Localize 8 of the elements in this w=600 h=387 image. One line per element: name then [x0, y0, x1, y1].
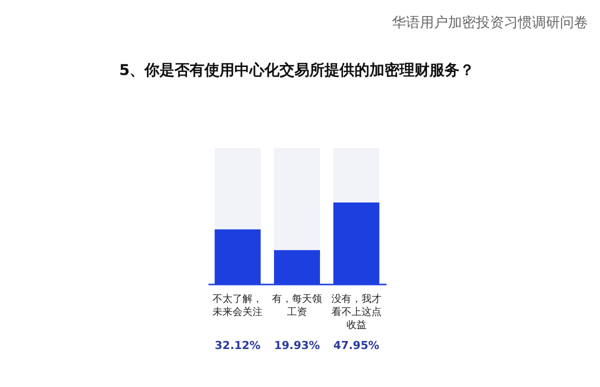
- x-tick-label: 有，每天领工资: [272, 293, 322, 318]
- x-tick-label: 没有，我才看不上这点收益: [331, 293, 382, 331]
- data-label: 32.12%: [214, 339, 261, 352]
- text: 华语用户加密投资习惯调研问卷: [392, 15, 588, 31]
- data-label: 19.93%: [274, 339, 320, 352]
- x-tick-label: 不太了解，未来会关注: [212, 293, 263, 318]
- data-label: 47.95%: [333, 339, 380, 352]
- chart-title: 5、你是否有使用中心化交易所提供的加密理财服务？: [119, 61, 475, 79]
